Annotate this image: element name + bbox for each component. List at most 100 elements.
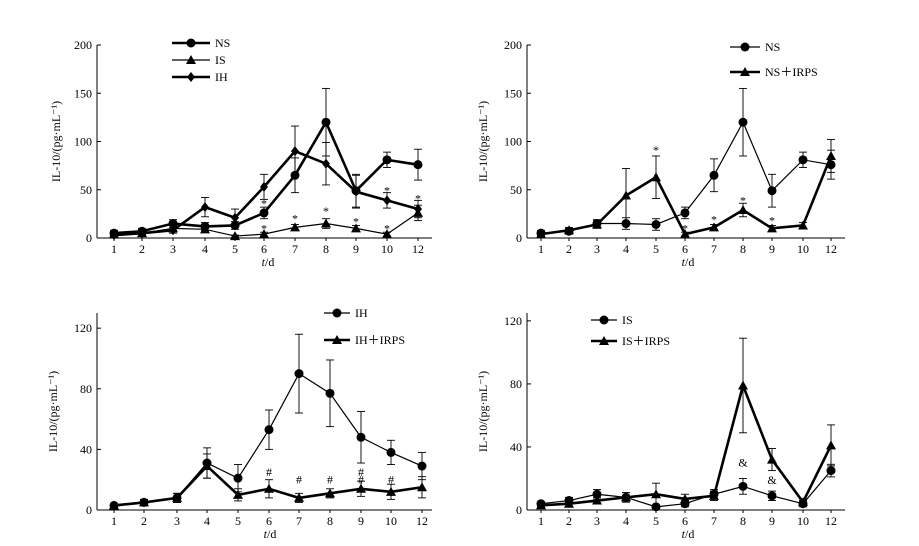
- significance-mark: #: [266, 465, 272, 479]
- data-point: [356, 432, 366, 442]
- x-axis-label-var: t: [262, 255, 266, 269]
- data-point: [738, 481, 748, 491]
- significance-mark: &: [767, 473, 777, 487]
- data-point: [651, 489, 661, 499]
- data-point: [417, 482, 427, 492]
- x-tick-label: 2: [566, 242, 572, 256]
- data-point: [798, 220, 808, 230]
- data-point: [709, 490, 719, 500]
- data-point: [200, 224, 210, 234]
- y-tick-label: 100: [504, 135, 522, 149]
- x-tick-label: 4: [623, 514, 629, 528]
- x-tick-label: 8: [740, 242, 746, 256]
- y-axis-label: IL-10/(pg·mL⁻¹): [49, 101, 63, 182]
- data-point: [417, 461, 427, 471]
- y-tick-label: 0: [516, 503, 522, 517]
- significance-mark: *: [384, 184, 390, 198]
- y-tick-label: 80: [80, 382, 92, 396]
- data-point: [383, 195, 391, 206]
- y-tick-label: 150: [504, 86, 522, 100]
- data-point: [564, 498, 574, 508]
- series-1: [536, 463, 836, 512]
- data-point: [826, 440, 836, 450]
- x-tick-label: 9: [769, 242, 775, 256]
- data-point: [738, 205, 748, 215]
- x-tick-label: 5: [653, 514, 659, 528]
- data-point: [592, 489, 602, 499]
- x-tick-label: 1: [538, 242, 544, 256]
- data-point: [536, 500, 546, 510]
- data-point: [798, 155, 808, 165]
- legend-label: NS＋IRPS: [765, 65, 818, 79]
- data-point: [798, 497, 808, 507]
- significance-mark: *: [682, 221, 688, 235]
- data-point: [321, 218, 331, 228]
- y-tick-label: 40: [510, 440, 522, 454]
- legend: IH IH＋IRPS: [324, 306, 405, 347]
- series-3: [110, 125, 422, 241]
- legend: IS IS＋IRPS: [591, 313, 670, 348]
- x-axis-label: t/d: [682, 255, 695, 269]
- data-point: [352, 186, 360, 197]
- significance-mark: *: [769, 214, 775, 228]
- data-point: [767, 186, 777, 196]
- data-point: [767, 454, 777, 464]
- x-tick-label: 12: [416, 514, 428, 528]
- data-point: [651, 172, 661, 182]
- data-point: [294, 492, 304, 502]
- data-point: [386, 447, 396, 457]
- legend-label: IS: [215, 53, 226, 67]
- legend-label: IS: [622, 313, 633, 327]
- x-tick-label: 7: [292, 242, 298, 256]
- x-tick-label: 5: [232, 242, 238, 256]
- legend-marker: [599, 315, 609, 325]
- x-tick-label: 10: [381, 242, 393, 256]
- data-point: [680, 208, 690, 218]
- data-point: [621, 492, 631, 502]
- y-tick-label: 0: [86, 231, 92, 245]
- data-point: [413, 160, 423, 170]
- data-point: [325, 488, 335, 498]
- x-tick-label: 1: [111, 514, 117, 528]
- data-point: [826, 466, 836, 476]
- x-tick-label: 5: [653, 242, 659, 256]
- data-point: [264, 425, 274, 435]
- x-axis-label-var: t: [264, 527, 268, 541]
- data-point: [169, 225, 177, 236]
- y-tick-label: 120: [74, 321, 92, 335]
- significance-mark: #: [388, 473, 394, 487]
- series-1: [536, 87, 836, 238]
- data-point: [322, 158, 330, 169]
- significance-mark: *: [653, 143, 659, 157]
- x-axis-label: t/d: [264, 527, 277, 541]
- x-tick-label: 4: [623, 242, 629, 256]
- data-point: [172, 492, 182, 502]
- x-tick-label: 12: [825, 514, 837, 528]
- data-point: [621, 190, 631, 200]
- data-point: [233, 489, 243, 499]
- x-tick-label: 8: [327, 514, 333, 528]
- x-tick-label: 4: [204, 514, 210, 528]
- y-tick-label: 0: [516, 231, 522, 245]
- legend-marker: [740, 42, 750, 52]
- data-point: [382, 155, 392, 165]
- x-tick-label: 2: [141, 514, 147, 528]
- data-point: [139, 497, 149, 507]
- data-point: [738, 380, 748, 390]
- data-point: [321, 117, 331, 127]
- x-tick-label: 9: [353, 242, 359, 256]
- x-axis-label-var: t: [682, 527, 686, 541]
- legend-label: IS＋IRPS: [622, 334, 670, 348]
- legend-marker: [332, 335, 342, 344]
- x-axis-label-unit: /d: [685, 255, 694, 269]
- data-point: [291, 146, 299, 157]
- significance-mark: #: [296, 473, 302, 487]
- x-tick-label: 5: [235, 514, 241, 528]
- significance-mark: *: [353, 215, 359, 229]
- data-point: [325, 388, 335, 398]
- data-point: [351, 223, 361, 233]
